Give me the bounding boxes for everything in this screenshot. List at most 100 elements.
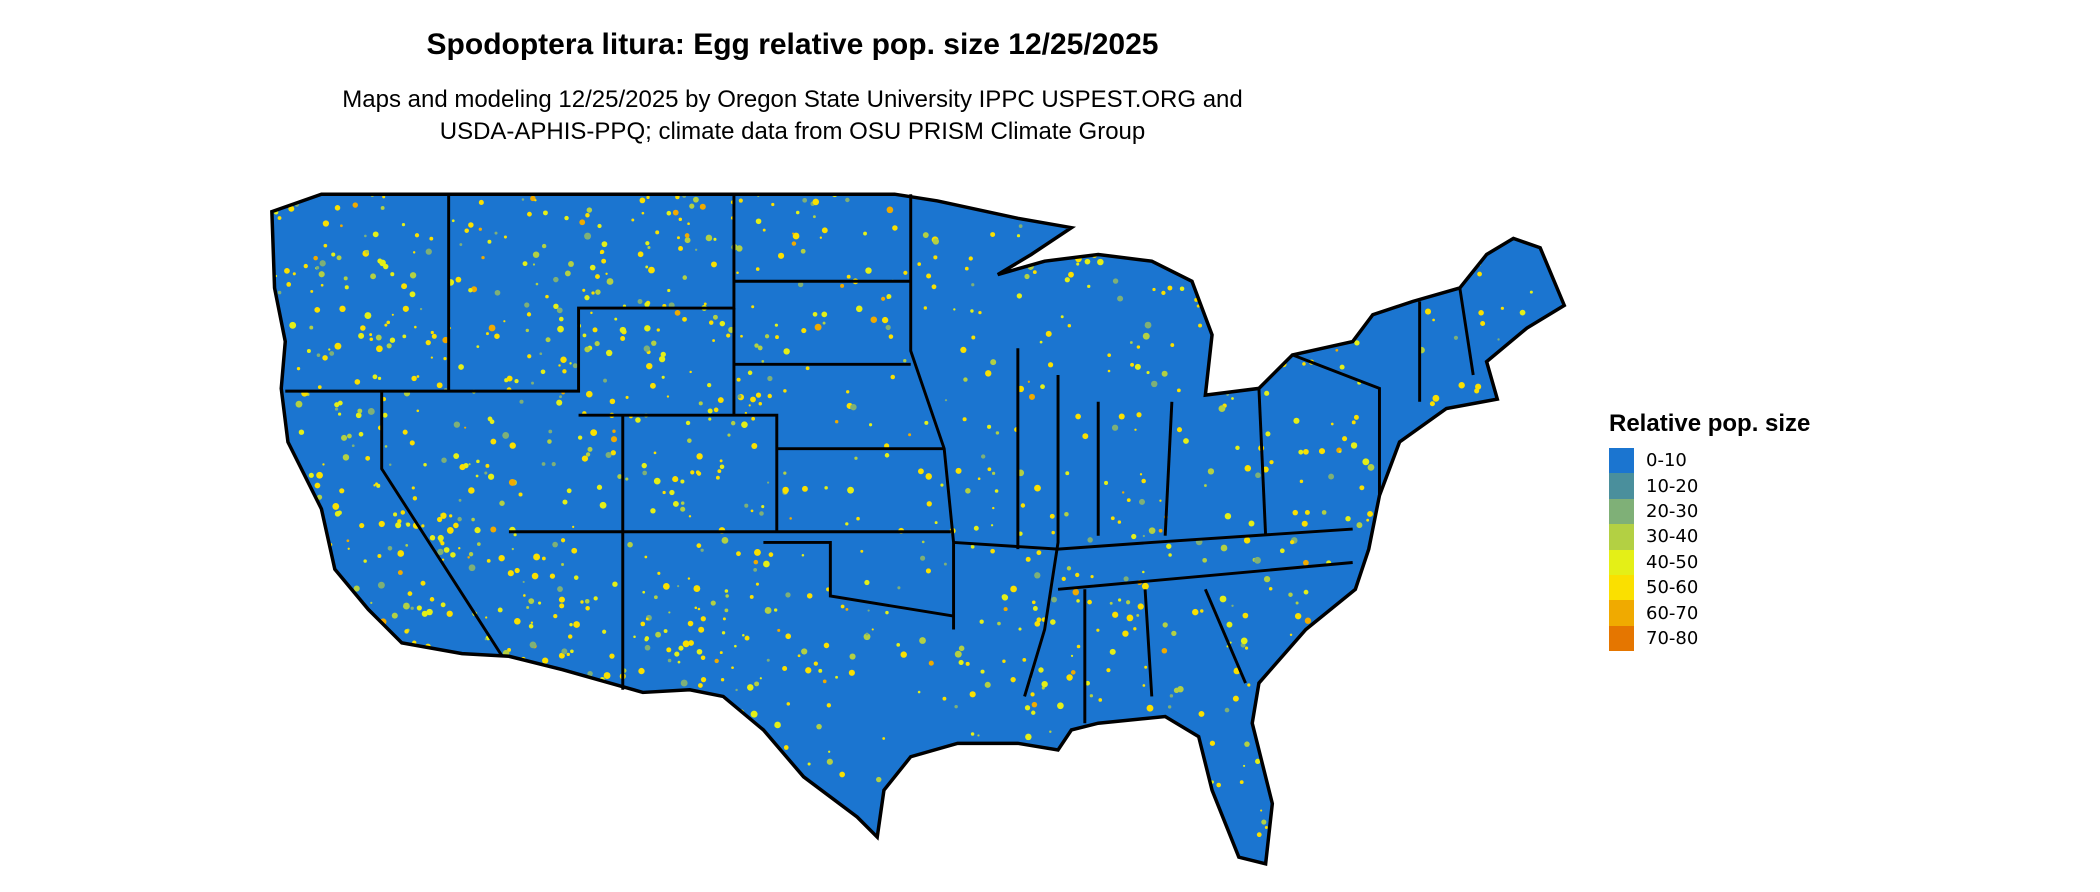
risk-speckle — [588, 766, 593, 770]
risk-speckle — [1007, 758, 1010, 761]
risk-speckle — [443, 547, 450, 553]
risk-speckle — [506, 722, 509, 725]
risk-speckle — [1269, 305, 1273, 309]
risk-speckle — [277, 290, 282, 295]
risk-speckle — [459, 464, 466, 471]
risk-speckle — [560, 356, 567, 363]
risk-speckle — [272, 790, 279, 797]
risk-speckle — [666, 395, 670, 398]
risk-speckle — [359, 790, 365, 796]
risk-speckle — [785, 633, 792, 640]
risk-speckle — [903, 835, 908, 841]
risk-speckle — [807, 762, 811, 766]
risk-speckle — [1031, 600, 1036, 605]
risk-speckle — [694, 248, 698, 251]
risk-speckle — [1142, 332, 1150, 340]
risk-speckle — [511, 840, 517, 846]
risk-speckle — [740, 334, 743, 338]
risk-speckle — [1057, 702, 1064, 710]
risk-speckle — [405, 813, 412, 820]
risk-speckle — [1224, 283, 1227, 287]
risk-speckle — [514, 567, 520, 574]
risk-speckle — [322, 355, 328, 361]
risk-speckle — [1507, 654, 1514, 661]
risk-speckle — [638, 850, 642, 854]
risk-speckle — [1268, 587, 1273, 591]
risk-speckle — [494, 690, 498, 693]
risk-speckle — [321, 695, 328, 702]
risk-speckle — [1324, 642, 1327, 645]
risk-speckle — [346, 539, 350, 543]
risk-speckle — [1330, 422, 1334, 426]
risk-speckle — [391, 313, 394, 316]
risk-speckle — [669, 489, 675, 496]
risk-speckle — [932, 238, 939, 245]
risk-speckle — [1516, 414, 1521, 419]
risk-speckle — [365, 455, 371, 461]
risk-speckle — [491, 657, 497, 663]
risk-speckle — [725, 594, 729, 598]
risk-speckle — [920, 555, 926, 561]
risk-speckle — [499, 774, 506, 781]
risk-speckle — [934, 521, 938, 525]
risk-speckle — [1508, 425, 1514, 431]
risk-speckle — [926, 273, 932, 279]
risk-speckle — [821, 227, 828, 234]
risk-speckle — [892, 225, 898, 231]
risk-speckle — [969, 691, 976, 698]
risk-speckle — [390, 272, 395, 277]
risk-speckle — [587, 670, 593, 677]
risk-speckle — [644, 730, 649, 734]
risk-speckle — [1291, 649, 1298, 656]
risk-speckle — [1262, 466, 1269, 473]
risk-speckle — [1427, 518, 1434, 525]
risk-speckle — [514, 618, 521, 625]
legend-swatch — [1609, 600, 1634, 626]
risk-speckle — [708, 788, 712, 792]
risk-speckle — [1167, 766, 1170, 770]
risk-speckle — [553, 276, 559, 283]
risk-speckle — [1022, 792, 1026, 796]
risk-speckle — [1420, 505, 1424, 509]
risk-speckle — [619, 729, 623, 733]
risk-speckle — [1549, 813, 1554, 818]
risk-speckle — [554, 709, 561, 715]
risk-speckle — [503, 320, 506, 323]
risk-speckle — [637, 299, 643, 304]
risk-speckle — [358, 332, 365, 339]
risk-speckle — [1194, 800, 1201, 807]
risk-speckle — [919, 637, 926, 644]
legend-item: 20-30 — [1609, 498, 1810, 525]
risk-speckle — [442, 336, 449, 344]
risk-speckle — [792, 232, 800, 240]
risk-speckle — [312, 691, 315, 694]
risk-speckle — [1302, 362, 1306, 366]
state-border — [1291, 353, 1381, 496]
risk-speckle — [1467, 557, 1471, 561]
risk-speckle — [1384, 736, 1390, 742]
risk-speckle — [389, 463, 392, 467]
risk-speckle — [699, 203, 706, 210]
risk-speckle — [1183, 438, 1189, 444]
risk-speckle — [730, 420, 736, 426]
state-border — [1023, 375, 1060, 697]
risk-speckle — [774, 721, 781, 729]
risk-speckle — [1367, 280, 1371, 284]
risk-speckle — [1516, 646, 1524, 654]
risk-speckle — [1289, 540, 1295, 545]
risk-speckle — [1293, 417, 1300, 424]
risk-speckle — [376, 345, 383, 353]
risk-speckle — [977, 734, 980, 737]
legend-swatch — [1609, 498, 1634, 525]
risk-speckle — [597, 223, 602, 229]
risk-speckle — [489, 419, 495, 425]
risk-speckle — [662, 490, 666, 495]
risk-speckle — [573, 575, 579, 580]
risk-speckle — [667, 658, 672, 663]
risk-speckle — [1486, 604, 1491, 609]
map-title: Spodoptera litura: Egg relative pop. siz… — [426, 28, 1159, 61]
risk-speckle — [284, 494, 287, 498]
risk-speckle — [431, 333, 437, 339]
risk-speckle — [1264, 390, 1270, 396]
risk-speckle — [416, 375, 420, 378]
